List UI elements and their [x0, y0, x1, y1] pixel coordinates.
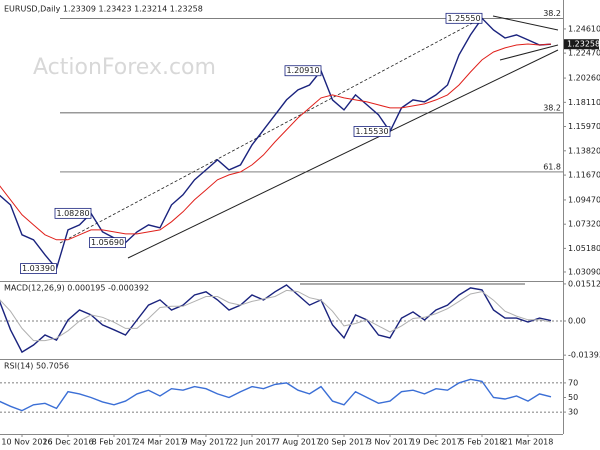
annotation-box	[353, 126, 391, 137]
y-tick-label: 1.22470	[568, 49, 600, 58]
y-tick-label: 70	[568, 378, 578, 387]
annotation-box	[284, 65, 322, 77]
series-line	[0, 378, 552, 412]
x-tick-label: 24 Mar 2017	[135, 438, 186, 447]
trend-line	[127, 49, 559, 259]
x-tick-label: 20 Sep 2017	[319, 438, 370, 447]
x-tick-label: 8 Feb 2017	[92, 438, 137, 447]
rsi-title: RSI(14) 50.7056	[4, 362, 69, 371]
x-tick-label: 26 Dec 2016	[42, 438, 93, 447]
x-tick-label: 19 Dec 2017	[410, 438, 461, 447]
y-tick-label: 1.13820	[568, 146, 600, 155]
x-tick-label: 21 Mar 2018	[503, 438, 554, 447]
y-tick-label: 50	[568, 393, 578, 402]
series-line	[0, 43, 552, 241]
series-line	[0, 289, 552, 342]
y-tick-label: 0.00	[568, 317, 586, 326]
y-tick-label: -0.01393	[568, 351, 600, 360]
x-tick-label: 10 Nov 2016	[1, 438, 52, 447]
annotation-box	[89, 237, 126, 249]
fib-label: 38.2	[543, 9, 561, 18]
annotation-label: 1.20910	[286, 66, 319, 75]
triangle-line	[499, 44, 559, 61]
annotation-label: 1.05690	[91, 238, 124, 247]
x-tick-label: 9 May 2017	[182, 438, 229, 447]
last-price-box	[564, 39, 599, 50]
y-tick-label: 1.05180	[568, 244, 600, 253]
annotation-box	[54, 207, 92, 219]
y-tick-label: 1.11670	[568, 171, 600, 180]
y-tick-label: 0.01512	[568, 279, 600, 288]
annotation-label: 1.03390	[22, 264, 55, 273]
x-tick-label: 7 Aug 2017	[275, 438, 321, 447]
annotation-box	[20, 263, 57, 274]
watermark: ActionForex.com	[33, 55, 216, 80]
fib-label: 38.2	[543, 103, 561, 112]
x-tick-label: 3 Nov 2017	[367, 438, 413, 447]
y-tick-label: 30	[568, 408, 578, 417]
last-price-label: 1.23258	[567, 40, 600, 49]
y-tick-label: 1.07320	[568, 220, 600, 229]
y-tick-label: 1.03090	[568, 267, 600, 276]
chart-title: EURUSD,Daily 1.23309 1.23423 1.23214 1.2…	[4, 5, 203, 14]
y-tick-label: 1.09470	[568, 195, 600, 204]
fib-label: 61.8	[543, 162, 561, 171]
x-tick-label: 22 Jun 2017	[228, 438, 276, 447]
annotation-box	[445, 12, 483, 24]
y-tick-label: 1.18110	[568, 98, 600, 107]
y-tick-label: 1.24610	[568, 24, 600, 33]
macd-title: MACD(12,26,9) 0.000195 -0.000392	[4, 284, 149, 293]
y-tick-label: 1.20260	[568, 74, 600, 83]
x-tick-label: 5 Feb 2018	[460, 438, 505, 447]
y-tick-label: 1.15970	[568, 122, 600, 131]
annotation-label: 1.08280	[56, 209, 89, 218]
annotation-label: 1.25550	[447, 14, 480, 23]
annotation-label: 1.15530	[355, 127, 388, 136]
